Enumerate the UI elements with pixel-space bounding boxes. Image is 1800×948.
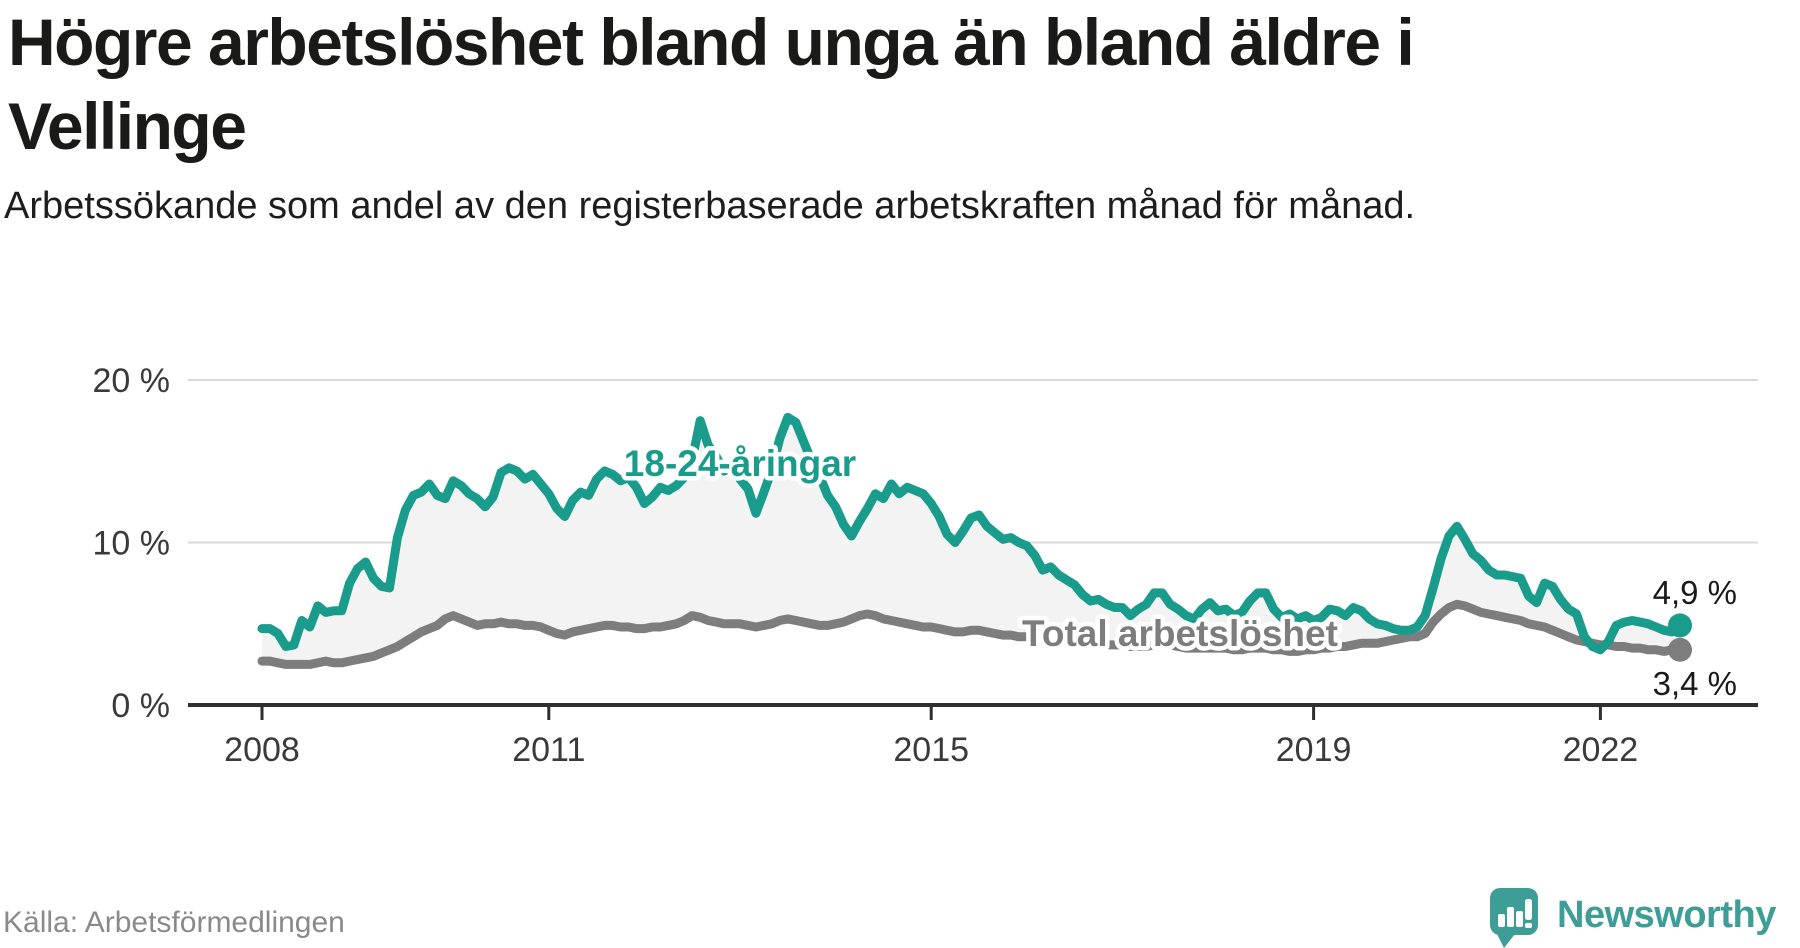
x-axis-label-2011: 2011 (512, 731, 585, 769)
newsworthy-logo-icon (1490, 888, 1538, 948)
logo-bar-2 (1507, 907, 1514, 927)
youth-end-dot (1668, 613, 1692, 638)
page-subtitle: Arbetssökande som andel av den registerb… (4, 185, 1416, 227)
logo-exclamation-stem (1525, 899, 1532, 920)
youth-end-value-label: 4,9 % (1653, 574, 1737, 611)
x-axis-label-2022: 2022 (1563, 731, 1639, 769)
total-unemployment-line (257, 599, 1685, 669)
x-axis-label-2019: 2019 (1276, 731, 1352, 769)
y-axis-label-20: 20 % (93, 362, 171, 400)
page-title: Högre arbetslöshet bland unga än bland ä… (8, 5, 1415, 163)
total-series-label: Total arbetslöshet (1022, 613, 1338, 654)
x-axis-label-2015: 2015 (893, 731, 969, 769)
y-axis-label-0: 0 % (111, 687, 170, 725)
logo-bar-3 (1516, 911, 1523, 927)
youth-unemployment-line (257, 412, 1685, 655)
y-axis-label-10: 10 % (93, 525, 171, 563)
logo-bar-1 (1498, 914, 1505, 927)
logo-bubble-tail (1497, 934, 1515, 948)
newsworthy-logo-text: Newsworthy (1557, 894, 1776, 936)
x-axis-label-2008: 2008 (224, 731, 300, 769)
source-note: Källa: Arbetsförmedlingen (3, 906, 345, 939)
logo-exclamation-dot (1525, 923, 1532, 928)
total-end-value-label: 3,4 % (1653, 665, 1737, 702)
newsworthy-logo: Newsworthy (1488, 884, 1798, 948)
youth-series-label: 18-24-åringar (624, 443, 856, 484)
total-end-dot (1668, 637, 1692, 662)
